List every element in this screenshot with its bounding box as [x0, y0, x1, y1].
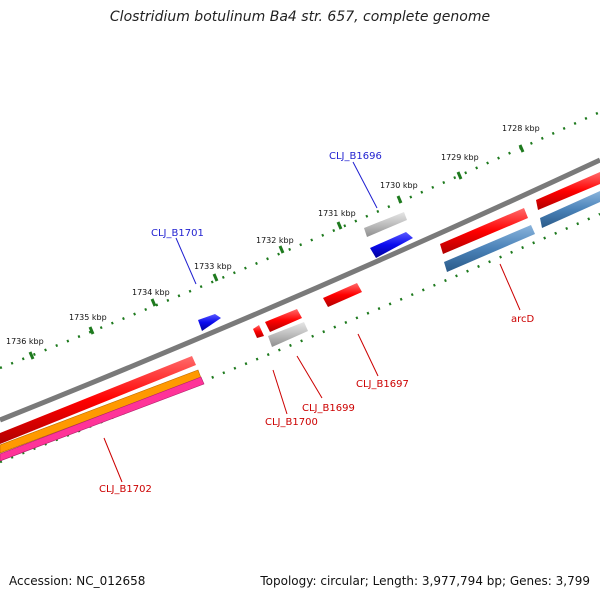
genome-backbone: [0, 157, 600, 423]
leader-CLJ_B1699: [296, 355, 323, 399]
tick-label-1733: 1733 kbp: [194, 262, 232, 271]
gene-label-CLJ_B1701[interactable]: CLJ_B1701: [151, 228, 204, 239]
tick-label-1731: 1731 kbp: [318, 209, 356, 218]
feature-blue-small: [198, 314, 221, 331]
feature-red-mid-2: [265, 309, 302, 332]
tick-label-1728: 1728 kbp: [502, 124, 540, 133]
map-title: Clostridium botulinum Ba4 str. 657, comp…: [109, 9, 491, 25]
feature-red-tiny: [253, 325, 264, 338]
tick-label-1734: 1734 kbp: [132, 288, 170, 297]
outer-tick-track: [0, 110, 600, 370]
leader-arcD: [499, 263, 521, 311]
leader-CLJ_B1702: [103, 437, 123, 483]
feature-grey-lower: [268, 322, 308, 347]
gene-label-CLJ_B1700[interactable]: CLJ_B1700: [265, 417, 318, 428]
tick-label-1732: 1732 kbp: [256, 236, 294, 245]
feature-blue-upper: [370, 232, 413, 258]
feature-orange: [0, 369, 202, 454]
feature-grey-upper: [364, 212, 407, 237]
leader-CLJ_B1700: [272, 369, 288, 415]
feature-red-right-2: [536, 172, 600, 210]
tick-label-1730: 1730 kbp: [380, 181, 418, 190]
leader-CLJ_B1697: [357, 333, 379, 377]
gene-label-CLJ_B1699[interactable]: CLJ_B1699: [302, 403, 355, 414]
gene-label-CLJ_B1702[interactable]: CLJ_B1702: [99, 484, 152, 495]
genome-summary-text: Topology: circular; Length: 3,977,794 bp…: [260, 574, 590, 588]
gene-label-CLJ_B1697[interactable]: CLJ_B1697: [356, 379, 409, 390]
feature-steel-2: [540, 191, 600, 228]
tick-label-1735: 1735 kbp: [69, 313, 107, 322]
tick-label-1729: 1729 kbp: [441, 153, 479, 162]
feature-red-right-1: [440, 208, 528, 254]
gene-label-arcD[interactable]: arcD: [511, 314, 535, 325]
accession-text: Accession: NC_012658: [9, 574, 146, 588]
feature-red-mid-1: [323, 283, 362, 307]
feature-red-long-left: [0, 356, 196, 444]
leader-CLJ_B1701: [175, 237, 197, 285]
tick-marks: [28, 144, 525, 360]
leader-CLJ_B1696: [352, 161, 378, 209]
feature-steel-1: [444, 225, 535, 272]
tick-label-1736: 1736 kbp: [6, 337, 44, 346]
gene-label-CLJ_B1696[interactable]: CLJ_B1696: [329, 151, 382, 162]
feature-pink: [0, 376, 205, 462]
